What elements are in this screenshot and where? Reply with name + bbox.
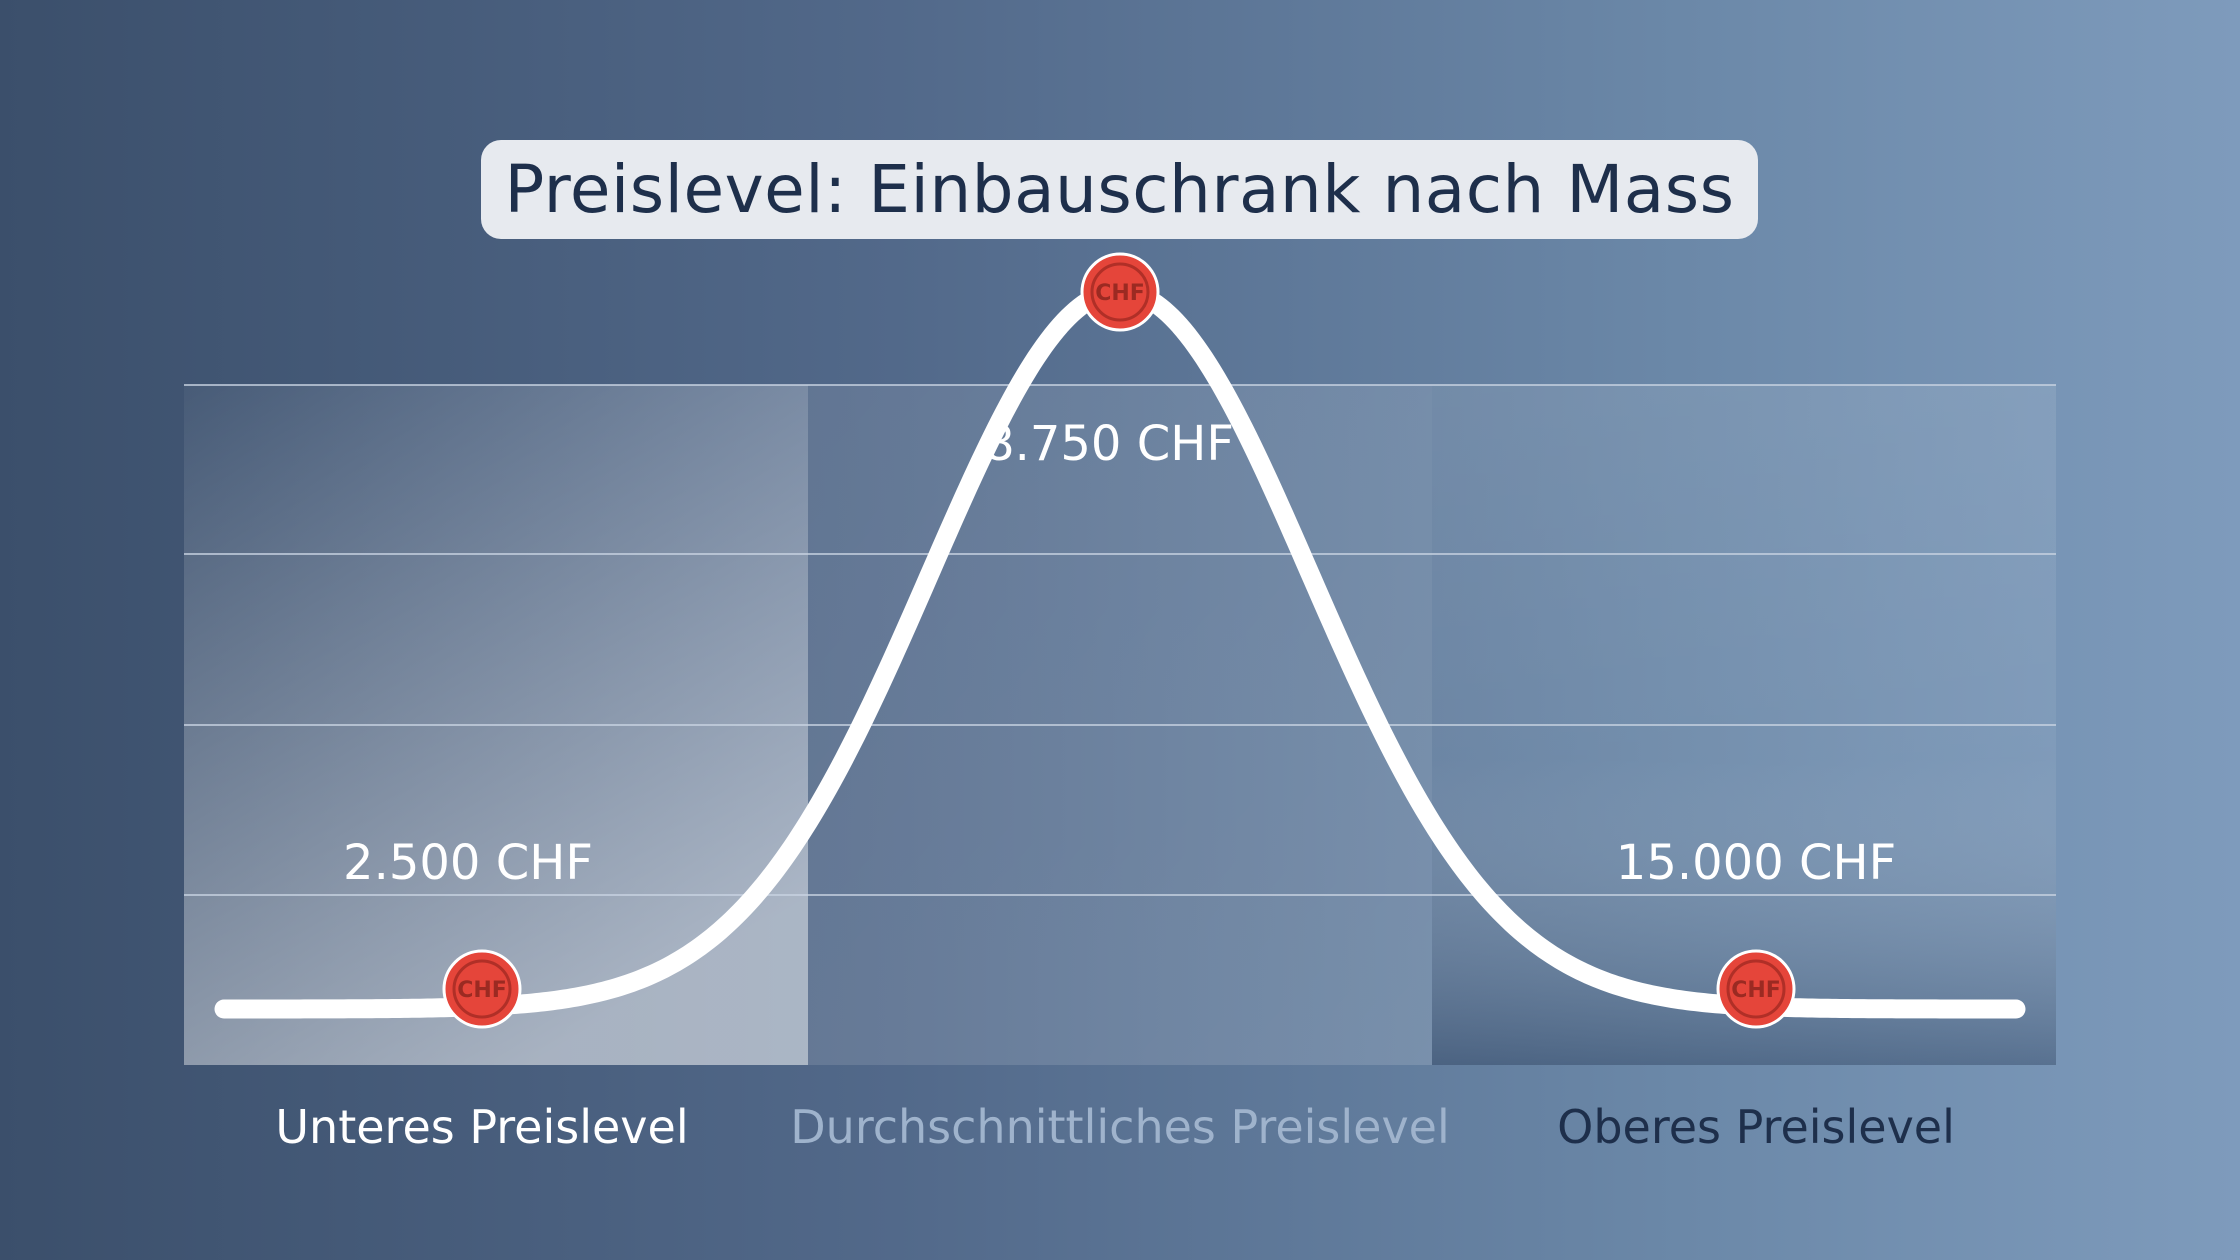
value-label: 15.000 CHF [1616, 835, 1896, 891]
category-label: Oberes Preislevel [1557, 1100, 1955, 1154]
chart-title-box: Preislevel: Einbauschrank nach Mass [481, 140, 1758, 239]
marker-text: CHF [457, 978, 507, 1003]
category-label: Unteres Preislevel [275, 1100, 689, 1154]
chf-coin-icon: CHF [1080, 252, 1160, 332]
chf-coin-icon: CHF [1716, 949, 1796, 1029]
gridlines [184, 384, 2056, 896]
chf-coin-icon: CHF [442, 949, 522, 1029]
category-label: Durchschnittliches Preislevel [790, 1100, 1450, 1154]
marker-text: CHF [1095, 281, 1145, 306]
marker-text: CHF [1731, 978, 1781, 1003]
chart-title: Preislevel: Einbauschrank nach Mass [504, 151, 1735, 228]
value-label: 2.500 CHF [343, 835, 593, 891]
value-label: 8.750 CHF [984, 416, 1234, 472]
